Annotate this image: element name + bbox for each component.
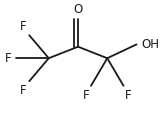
Text: F: F xyxy=(125,89,132,102)
Text: O: O xyxy=(73,3,83,16)
Text: F: F xyxy=(5,52,11,65)
Text: F: F xyxy=(83,89,89,102)
Text: OH: OH xyxy=(141,38,159,51)
Text: F: F xyxy=(19,84,26,97)
Text: F: F xyxy=(19,20,26,33)
